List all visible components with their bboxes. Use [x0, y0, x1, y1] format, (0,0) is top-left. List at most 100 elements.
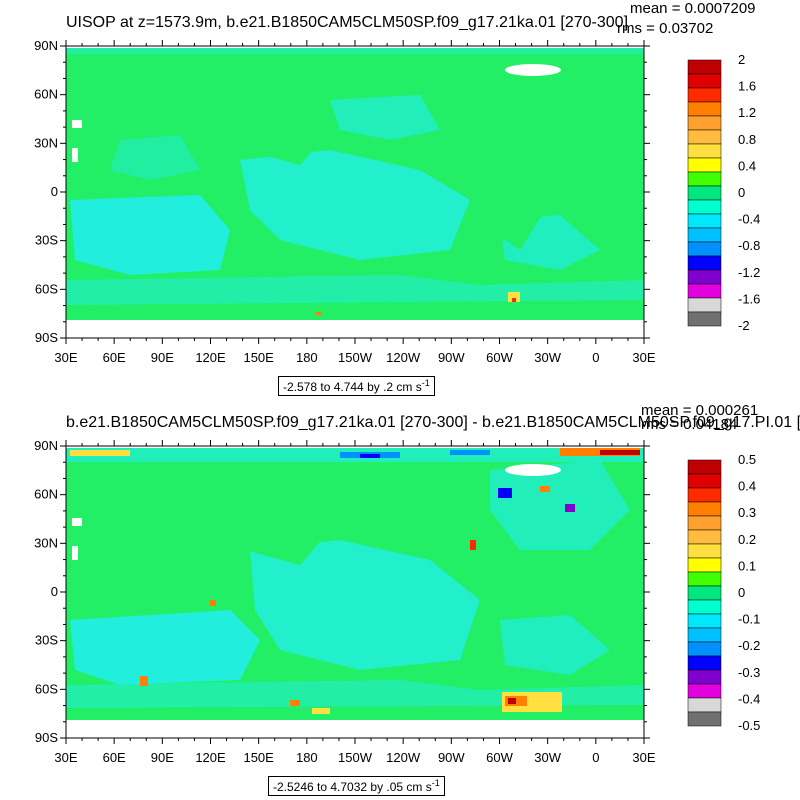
- colorbar-swatch: [687, 241, 722, 257]
- colorbar-label: -1.2: [738, 265, 760, 280]
- colorbar: 2 1.6 1.2 0.8 0.4 0 -0.4 -0.8 -1.2 -1.6 -2: [687, 52, 760, 333]
- colorbar-swatch: [687, 171, 722, 187]
- colorbar-label: -0.4: [738, 691, 760, 706]
- indian-ocean-anomaly: [110, 135, 200, 180]
- north-pacific-anomaly: [330, 95, 440, 140]
- map-panel-bottom: b.e21.B1850CAM5CLM50SP.f09_g17.21ka.01 […: [0, 400, 800, 800]
- colorbar-label: -0.3: [738, 665, 760, 680]
- lat-label: 30S: [35, 233, 58, 248]
- colorbar-swatch: [687, 255, 722, 271]
- colorbar-swatch: [687, 129, 722, 145]
- lon-label: 90E: [151, 350, 174, 365]
- lat-label: 90N: [34, 38, 58, 53]
- lon-label: 120E: [195, 350, 226, 365]
- unit-exponent: -1: [421, 378, 430, 388]
- colorbar-swatch: [687, 487, 722, 503]
- map-field: [66, 48, 644, 320]
- colorbar-swatch: [687, 501, 722, 517]
- panel-title: UISOP at z=1573.9m, b.e21.B1850CAM5CLM50…: [66, 14, 629, 31]
- south-atlantic-anomaly: [500, 615, 610, 675]
- colorbar-swatch: [687, 641, 722, 657]
- colorbar-label: 2: [738, 52, 745, 67]
- colorbar-swatch: [687, 87, 722, 103]
- colorbar-label: 0.3: [738, 505, 756, 520]
- ice-cap: [505, 464, 561, 476]
- mean-text: mean = 0.000261: [641, 402, 759, 419]
- east-pacific-anomaly: [240, 150, 470, 260]
- anomaly-spot: [512, 298, 516, 302]
- lon-label: 180: [296, 750, 318, 765]
- east-pacific-anomaly: [250, 540, 480, 670]
- colorbar-label: 0.4: [738, 158, 756, 173]
- axis-ticks: 90N 60N 30N 0 30S 60S 90S 30E 60E 90E 120E 150E 180 1…: [34, 438, 656, 765]
- anomaly-spot: [540, 486, 550, 492]
- ice-cap: [505, 64, 561, 76]
- ice-patch: [72, 120, 82, 128]
- colorbar-swatch: [687, 115, 722, 131]
- colorbar-swatch: [687, 283, 722, 299]
- anomaly-spot: [316, 312, 322, 315]
- lon-label: 60W: [486, 750, 513, 765]
- lon-label: 30E: [54, 750, 77, 765]
- colorbar-label: 0.1: [738, 558, 756, 573]
- anomaly-spot: [565, 504, 575, 512]
- colorbar-swatch: [687, 515, 722, 531]
- colorbar-swatch: [687, 473, 722, 489]
- colorbar-swatch: [687, 157, 722, 173]
- southern-ocean-anomaly: [66, 275, 644, 305]
- colorbar-swatch: [687, 297, 722, 313]
- lon-label: 150E: [243, 750, 274, 765]
- contour-range-text: -2.5246 to 4.7032 by .05 cm s: [273, 780, 432, 794]
- colorbar-swatch: [687, 143, 722, 159]
- colorbar-swatch: [687, 269, 722, 285]
- colorbar-swatch: [687, 613, 722, 629]
- contour-range-text: -2.578 to 4.744 by .2 cm s: [283, 380, 422, 394]
- colorbar-swatch: [687, 543, 722, 559]
- colorbar-label: -0.1: [738, 612, 760, 627]
- colorbar-label: 1.2: [738, 105, 756, 120]
- colorbar-swatch: [687, 697, 722, 713]
- colorbar-label: 0.5: [738, 452, 756, 467]
- north-atlantic-anomaly: [490, 460, 630, 550]
- anomaly-spot: [508, 698, 516, 704]
- lon-label: 120E: [195, 750, 226, 765]
- colorbar-label: 0.4: [738, 479, 756, 494]
- anomaly-spot: [508, 292, 520, 302]
- lat-label: 90S: [35, 730, 58, 745]
- ice-patch: [72, 518, 82, 526]
- colorbar-swatch: [687, 529, 722, 545]
- lon-label: 30E: [632, 350, 655, 365]
- lon-label: 60W: [486, 350, 513, 365]
- colorbar-label: 0.8: [738, 132, 756, 147]
- unit-exponent: -1: [431, 778, 440, 788]
- anomaly-spot: [140, 676, 148, 686]
- lon-label: 90W: [438, 350, 465, 365]
- lat-label: 60N: [34, 487, 58, 502]
- south-pacific-anomaly: [70, 610, 260, 685]
- lon-label: 30E: [632, 750, 655, 765]
- southern-ocean-anomaly: [66, 680, 644, 708]
- lat-label: 30N: [34, 135, 58, 150]
- colorbar-label: -2: [738, 318, 750, 333]
- anomaly-spot: [210, 600, 216, 606]
- colorbar-swatch: [687, 199, 722, 215]
- lon-label: 180: [296, 350, 318, 365]
- arctic-spot: [600, 450, 640, 455]
- colorbar-swatch: [687, 213, 722, 229]
- lat-label: 60S: [35, 281, 58, 296]
- colorbar-label: -0.2: [738, 638, 760, 653]
- colorbar-swatch: [687, 459, 722, 475]
- lon-label: 120W: [386, 350, 421, 365]
- colorbar-label: -0.8: [738, 238, 760, 253]
- anomaly-spot: [312, 708, 330, 714]
- map-panel-top: UISOP at z=1573.9m, b.e21.B1850CAM5CLM50…: [34, 0, 760, 396]
- lon-label: 150E: [243, 350, 274, 365]
- colorbar-swatch: [687, 711, 722, 727]
- colorbar-swatch: [687, 683, 722, 699]
- colorbar-swatch: [687, 571, 722, 587]
- colorbar-label: 1.6: [738, 79, 756, 94]
- lat-label: 90S: [35, 330, 58, 345]
- map-plot-top: 90N 60N 30N 0 30S 60S 90S 30E 60E 90E 120E 150E 180 1…: [34, 38, 760, 365]
- map-plot-bottom: 90N 60N 30N 0 30S 60S 90S 30E 60E 90E 120E 150E 180 1…: [34, 438, 760, 765]
- arctic-spot: [360, 454, 380, 458]
